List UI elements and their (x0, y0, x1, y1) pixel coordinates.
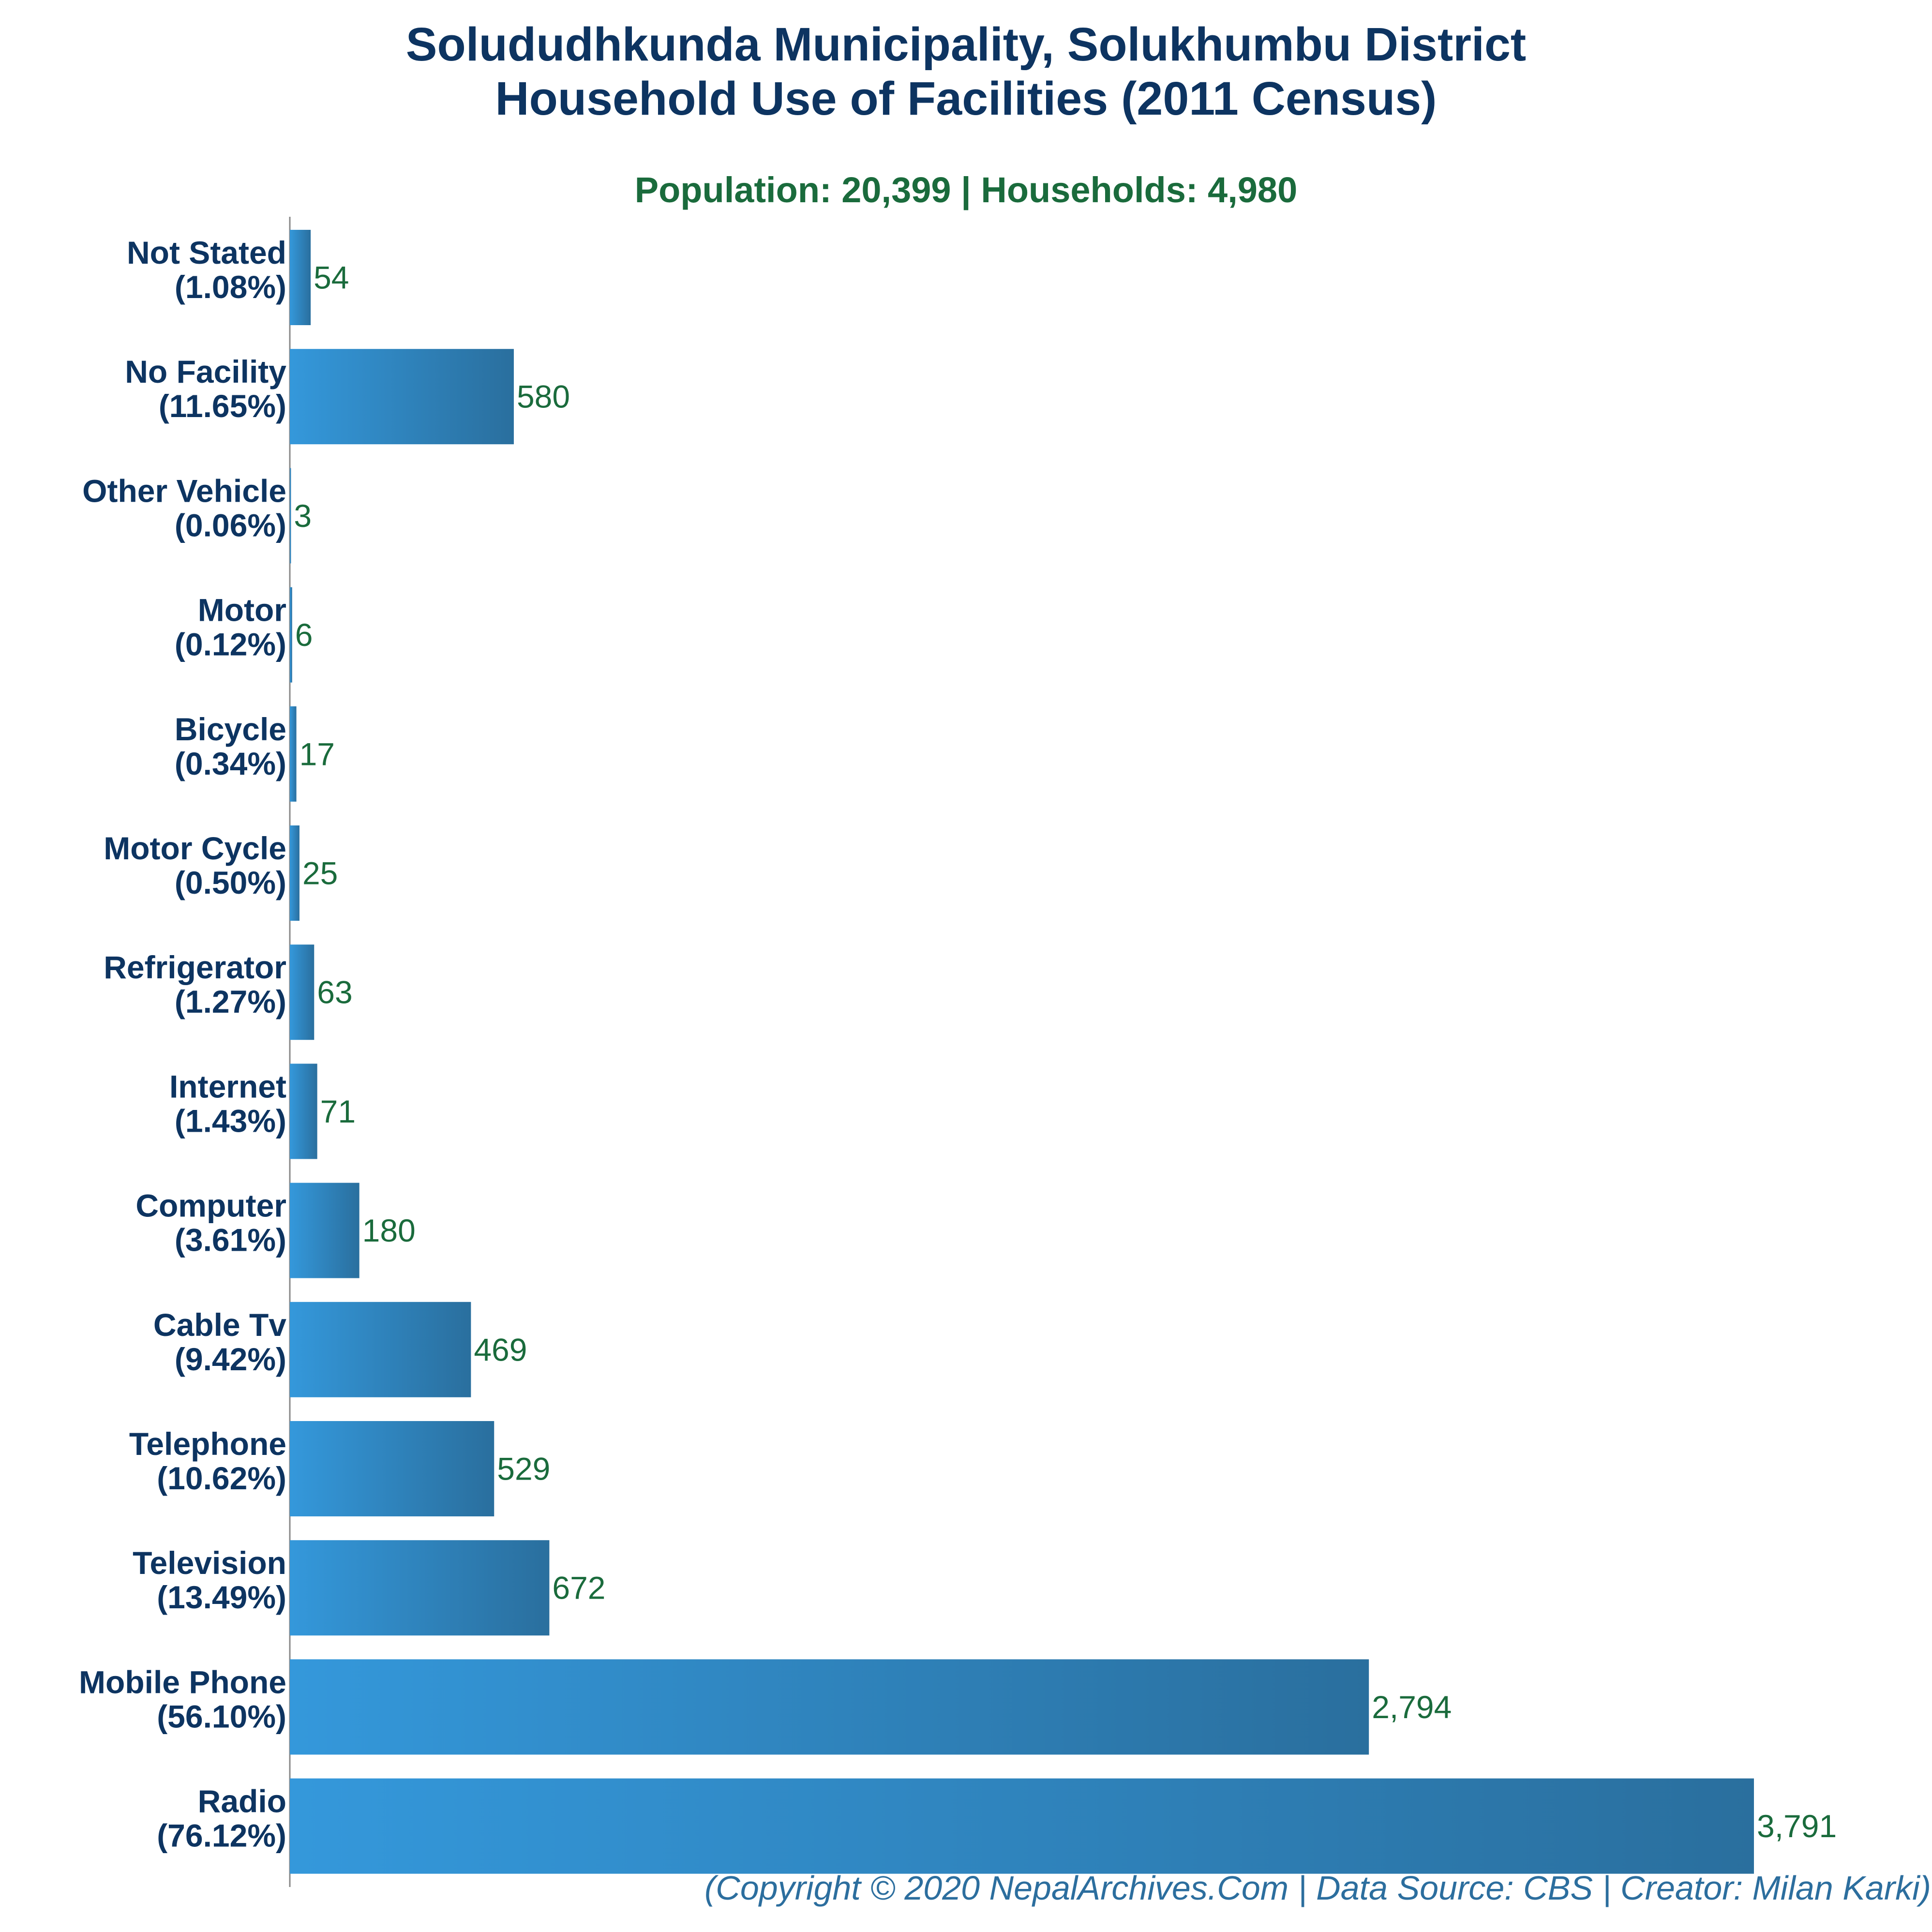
value-label-internet: 71 (320, 1093, 356, 1129)
bar-other-vehicle (290, 468, 291, 564)
value-label-motor: 6 (295, 617, 313, 653)
category-percent: (9.42%) (175, 1341, 286, 1377)
category-percent: (3.61%) (175, 1222, 286, 1258)
category-percent: (0.06%) (175, 507, 286, 543)
category-percent: (0.34%) (175, 746, 286, 781)
bar-refrigerator (290, 944, 315, 1040)
category-name: Internet (169, 1068, 286, 1104)
value-label-computer: 180 (362, 1213, 416, 1248)
value-label-television: 672 (552, 1570, 605, 1606)
category-percent: (1.08%) (175, 269, 286, 305)
category-name: No Facility (125, 354, 286, 389)
value-label-telephone: 529 (497, 1451, 550, 1487)
value-label-no-facility: 580 (517, 379, 570, 415)
chart-title-line2: Household Use of Facilities (2011 Census… (495, 72, 1437, 125)
category-name: Cable Tv (153, 1307, 286, 1343)
bar-internet (290, 1063, 317, 1159)
category-label-telephone: Telephone (10.62%) (129, 1426, 286, 1496)
category-name: Telephone (129, 1426, 286, 1462)
chart-title-line1: Solududhkunda Municipality, Solukhumbu D… (405, 18, 1527, 71)
category-label-cable-tv: Cable Tv (9.42%) (153, 1307, 286, 1377)
chart-subtitle: Population: 20,399 | Households: 4,980 (634, 170, 1298, 210)
category-name: Television (133, 1545, 286, 1581)
bar-computer (290, 1183, 359, 1278)
category-label-internet: Internet (1.43%) (169, 1068, 286, 1138)
chart-title: Solududhkunda Municipality, Solukhumbu D… (0, 17, 1932, 126)
category-name: Radio (198, 1783, 286, 1819)
category-name: Computer (135, 1188, 286, 1224)
chart-footer: (Copyright © 2020 NepalArchives.Com | Da… (704, 1869, 1931, 1907)
category-name: Other Vehicle (82, 473, 286, 509)
value-label-bicycle: 17 (300, 736, 335, 772)
category-label-other-vehicle: Other Vehicle (0.06%) (82, 473, 286, 543)
category-label-radio: Radio (76.12%) (157, 1783, 286, 1854)
category-percent: (1.27%) (175, 984, 286, 1019)
bar-bicycle (290, 706, 297, 802)
category-label-motor: Motor (0.12%) (175, 592, 286, 662)
bar-no-facility (290, 349, 514, 445)
category-label-computer: Computer (3.61%) (135, 1188, 286, 1258)
category-percent: (56.10%) (157, 1698, 286, 1734)
category-name: Not Stated (127, 235, 286, 270)
value-label-motor-cycle: 25 (302, 855, 338, 891)
bar-telephone (290, 1421, 494, 1516)
category-name: Bicycle (175, 711, 286, 747)
value-label-mobile-phone: 2,794 (1372, 1689, 1452, 1725)
bar-motor-cycle (290, 825, 300, 921)
category-label-motor-cycle: Motor Cycle (0.50%) (104, 830, 286, 900)
category-name: Refrigerator (104, 949, 286, 985)
category-label-not-stated: Not Stated (1.08%) (127, 235, 286, 305)
category-label-bicycle: Bicycle (0.34%) (175, 711, 286, 781)
value-label-not-stated: 54 (314, 260, 349, 296)
category-label-refrigerator: Refrigerator (1.27%) (104, 949, 286, 1019)
category-label-no-facility: No Facility (11.65%) (125, 354, 286, 424)
category-percent: (10.62%) (157, 1460, 286, 1496)
bar-motor (290, 587, 292, 683)
category-percent: (0.12%) (175, 627, 286, 662)
category-percent: (1.43%) (175, 1103, 286, 1138)
category-percent: (11.65%) (159, 388, 286, 424)
category-label-television: Television (13.49%) (133, 1545, 286, 1615)
value-label-radio: 3,791 (1757, 1808, 1837, 1844)
bar-not-stated (290, 230, 311, 325)
bar-radio (290, 1778, 1754, 1874)
category-percent: (0.50%) (175, 865, 286, 900)
bar-mobile-phone (290, 1659, 1369, 1755)
bar-cable-tv (290, 1302, 471, 1397)
category-name: Mobile Phone (79, 1664, 286, 1700)
bar-television (290, 1540, 550, 1636)
category-percent: (76.12%) (157, 1818, 286, 1854)
category-name: Motor (198, 592, 286, 628)
value-label-cable-tv: 469 (474, 1332, 527, 1367)
category-percent: (13.49%) (157, 1579, 286, 1615)
value-label-other-vehicle: 3 (294, 498, 312, 534)
category-label-mobile-phone: Mobile Phone (56.10%) (79, 1664, 286, 1734)
category-name: Motor Cycle (104, 830, 286, 866)
bars-group: Not Stated (1.08%) 54 No Facility (11.65%) 58… (79, 230, 1837, 1874)
value-label-refrigerator: 63 (317, 974, 352, 1010)
